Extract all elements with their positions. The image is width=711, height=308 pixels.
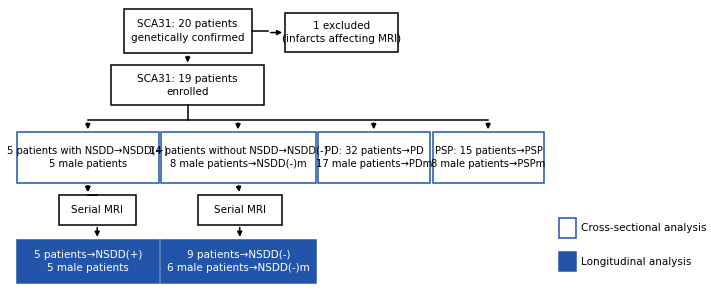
FancyBboxPatch shape [285, 13, 398, 52]
Text: 5 patients with NSDD→NSDD(+)
5 male patients: 5 patients with NSDD→NSDD(+) 5 male pati… [7, 146, 169, 169]
FancyBboxPatch shape [559, 252, 576, 271]
FancyBboxPatch shape [17, 240, 159, 283]
FancyBboxPatch shape [124, 9, 252, 54]
Text: 9 patients→NSDD(-)
6 male patients→NSDD(-)m: 9 patients→NSDD(-) 6 male patients→NSDD(… [167, 250, 310, 273]
FancyBboxPatch shape [111, 65, 264, 105]
Text: Serial MRI: Serial MRI [214, 205, 266, 215]
FancyBboxPatch shape [198, 195, 282, 225]
FancyBboxPatch shape [319, 132, 430, 183]
Text: SCA31: 19 patients
enrolled: SCA31: 19 patients enrolled [137, 74, 238, 97]
Text: 5 patients→NSDD(+)
5 male patients: 5 patients→NSDD(+) 5 male patients [33, 250, 142, 273]
Text: 1 excluded
(infarcts affecting MRI): 1 excluded (infarcts affecting MRI) [282, 21, 401, 44]
Text: PD: 32 patients→PD
17 male patients→PDm: PD: 32 patients→PD 17 male patients→PDm [316, 146, 432, 169]
FancyBboxPatch shape [161, 132, 316, 183]
Text: Serial MRI: Serial MRI [71, 205, 123, 215]
FancyBboxPatch shape [17, 132, 159, 183]
Text: Cross-sectional analysis: Cross-sectional analysis [581, 223, 707, 233]
Text: 14 patients without NSDD→NSDD(-)
8 male patients→NSDD(-)m: 14 patients without NSDD→NSDD(-) 8 male … [149, 146, 328, 169]
FancyBboxPatch shape [559, 218, 576, 237]
FancyBboxPatch shape [59, 195, 136, 225]
Text: PSP: 15 patients→PSP
8 male patients→PSPm: PSP: 15 patients→PSP 8 male patients→PSP… [432, 146, 545, 169]
Text: SCA31: 20 patients
genetically confirmed: SCA31: 20 patients genetically confirmed [131, 19, 245, 43]
FancyBboxPatch shape [161, 240, 316, 283]
Text: Longitudinal analysis: Longitudinal analysis [581, 257, 692, 266]
FancyBboxPatch shape [432, 132, 545, 183]
